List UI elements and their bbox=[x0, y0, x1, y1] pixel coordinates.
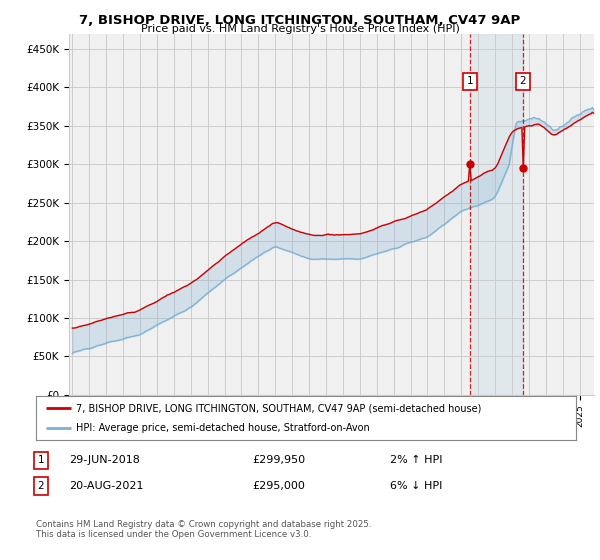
Text: Contains HM Land Registry data © Crown copyright and database right 2025.
This d: Contains HM Land Registry data © Crown c… bbox=[36, 520, 371, 539]
Text: 29-JUN-2018: 29-JUN-2018 bbox=[69, 455, 140, 465]
Text: HPI: Average price, semi-detached house, Stratford-on-Avon: HPI: Average price, semi-detached house,… bbox=[77, 423, 370, 433]
Text: £295,000: £295,000 bbox=[252, 481, 305, 491]
Text: 1: 1 bbox=[466, 76, 473, 86]
Text: £299,950: £299,950 bbox=[252, 455, 305, 465]
Text: 20-AUG-2021: 20-AUG-2021 bbox=[69, 481, 143, 491]
Text: 2% ↑ HPI: 2% ↑ HPI bbox=[390, 455, 443, 465]
Text: Price paid vs. HM Land Registry's House Price Index (HPI): Price paid vs. HM Land Registry's House … bbox=[140, 24, 460, 34]
Text: 2: 2 bbox=[37, 481, 44, 491]
Text: 7, BISHOP DRIVE, LONG ITCHINGTON, SOUTHAM, CV47 9AP: 7, BISHOP DRIVE, LONG ITCHINGTON, SOUTHA… bbox=[79, 14, 521, 27]
Text: 2: 2 bbox=[520, 76, 526, 86]
Bar bbox=[470, 34, 523, 395]
Text: 6% ↓ HPI: 6% ↓ HPI bbox=[390, 481, 442, 491]
Text: 1: 1 bbox=[37, 455, 44, 465]
Text: 7, BISHOP DRIVE, LONG ITCHINGTON, SOUTHAM, CV47 9AP (semi-detached house): 7, BISHOP DRIVE, LONG ITCHINGTON, SOUTHA… bbox=[77, 403, 482, 413]
